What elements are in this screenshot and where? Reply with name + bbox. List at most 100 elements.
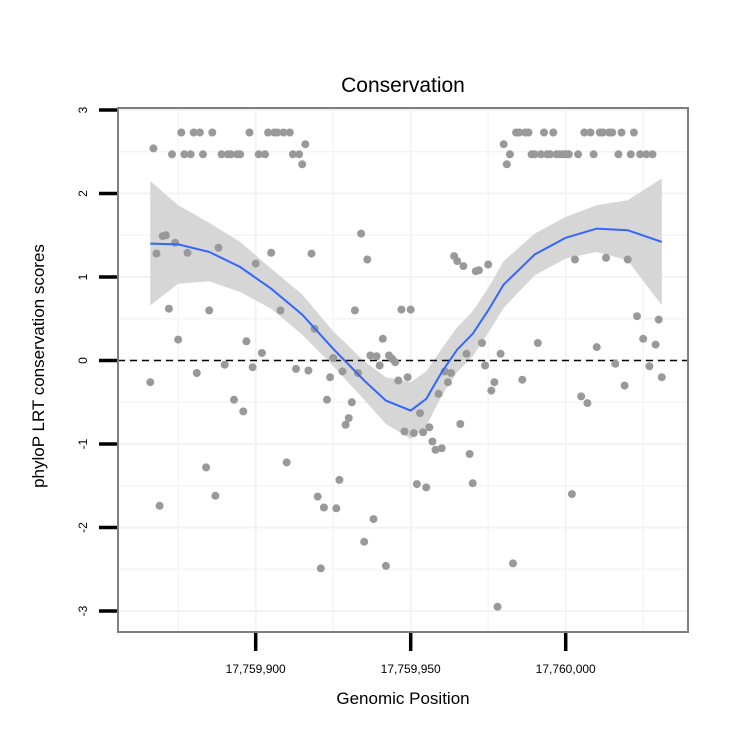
data-point	[546, 150, 555, 159]
data-point	[161, 231, 170, 240]
data-point	[636, 150, 645, 159]
data-point	[378, 334, 387, 343]
data-point	[186, 150, 195, 159]
data-point	[335, 475, 344, 484]
data-point	[496, 349, 505, 358]
data-point	[567, 490, 576, 499]
data-point	[239, 407, 248, 416]
data-point	[481, 361, 490, 370]
data-point	[409, 429, 418, 438]
chart-title: Conservation	[341, 74, 465, 97]
data-point	[509, 559, 517, 568]
data-point	[279, 128, 288, 137]
data-point	[226, 150, 235, 159]
data-point	[478, 339, 486, 347]
data-point	[267, 248, 276, 257]
data-point	[264, 128, 273, 137]
data-point	[502, 160, 511, 169]
data-point	[549, 128, 558, 137]
data-point	[205, 306, 214, 315]
data-point	[598, 128, 607, 137]
y-tick-label: 0	[76, 357, 90, 364]
data-point	[614, 150, 623, 159]
data-point	[174, 335, 183, 344]
data-point	[642, 150, 651, 159]
data-point	[338, 367, 347, 376]
data-point	[602, 253, 610, 262]
x-tick-label: 17,759,900	[226, 662, 286, 676]
data-point	[236, 150, 245, 159]
panel-frame	[117, 107, 689, 633]
data-point	[611, 359, 620, 368]
data-point	[326, 373, 335, 382]
data-point	[580, 128, 589, 137]
data-point	[357, 229, 366, 238]
data-point	[341, 420, 350, 429]
data-point	[195, 128, 204, 137]
data-point	[211, 491, 220, 500]
data-point	[459, 262, 468, 271]
data-point	[292, 364, 300, 373]
y-tick-label: -1	[76, 438, 90, 449]
data-point	[592, 343, 601, 352]
data-point	[617, 128, 626, 137]
data-point	[651, 340, 660, 349]
data-point	[456, 420, 465, 428]
data-point	[589, 150, 598, 159]
data-point	[152, 249, 161, 258]
data-point	[273, 128, 282, 137]
data-point	[242, 337, 251, 346]
data-point	[400, 427, 409, 436]
data-point	[484, 260, 493, 269]
data-point	[629, 128, 638, 137]
panel-border	[117, 107, 689, 633]
data-point	[391, 358, 400, 367]
data-point	[447, 369, 455, 377]
data-point	[230, 395, 238, 404]
data-point	[654, 315, 663, 324]
data-point	[323, 395, 331, 404]
data-point	[474, 266, 483, 275]
data-point	[540, 128, 548, 137]
data-point	[316, 564, 325, 573]
data-point	[583, 399, 592, 408]
data-point	[394, 376, 403, 385]
x-tick-label: 17,759,950	[381, 662, 441, 676]
y-tick-label: -2	[76, 522, 90, 533]
data-point	[425, 423, 434, 432]
data-point	[149, 144, 158, 153]
data-point	[282, 458, 291, 467]
data-point	[313, 492, 322, 501]
data-point	[372, 352, 381, 361]
smooth-trend	[150, 227, 663, 412]
data-point	[620, 381, 629, 390]
data-point	[381, 561, 390, 570]
data-point	[285, 128, 294, 137]
y-tick-label: 3	[76, 106, 90, 113]
data-point	[366, 351, 375, 360]
data-point	[164, 304, 173, 313]
data-point	[245, 128, 254, 137]
data-point	[434, 389, 443, 398]
data-point	[319, 503, 328, 512]
y-axis-title: phyloP LRT conservation scores	[29, 244, 48, 488]
data-point	[571, 255, 579, 264]
data-point	[344, 414, 353, 423]
data-point	[251, 259, 260, 268]
data-point	[505, 150, 514, 159]
data-point	[490, 378, 499, 387]
data-point	[465, 450, 474, 458]
y-tick-label: 1	[76, 273, 90, 280]
data-point	[533, 339, 542, 347]
data-point	[257, 349, 266, 357]
data-point	[462, 349, 471, 358]
data-point	[329, 354, 338, 362]
data-point	[499, 140, 508, 149]
data-point	[428, 437, 437, 446]
data-point	[369, 515, 378, 524]
data-point	[171, 238, 180, 247]
confidence-band-area	[150, 178, 662, 439]
data-point	[177, 128, 186, 137]
data-point	[146, 378, 155, 387]
confidence-band	[150, 178, 662, 439]
